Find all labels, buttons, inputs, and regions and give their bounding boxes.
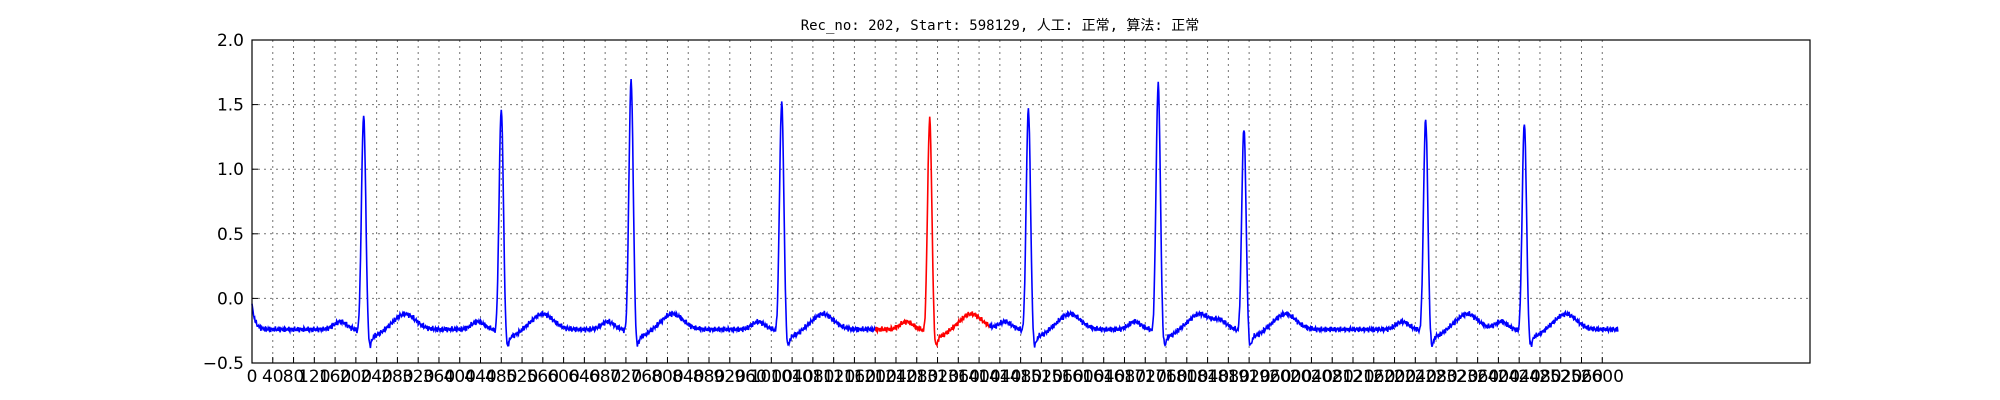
x-tick-label: 2240 [1394, 367, 1437, 387]
x-tick-label: 600 [547, 367, 579, 387]
ecg-line-segment [251, 78, 876, 349]
x-tick-label: 720 [610, 367, 642, 387]
x-tick-label: 40 [262, 367, 284, 387]
ecg-signal [251, 78, 1619, 349]
x-tick-label: 1160 [833, 367, 876, 387]
x-tick-label: 2440 [1498, 367, 1541, 387]
x-tick-label: 760 [630, 367, 662, 387]
ecg-line-segment [988, 81, 1619, 348]
x-tick-label: 1280 [895, 367, 938, 387]
x-tick-label: 1720 [1124, 367, 1167, 387]
x-tick-label: 1680 [1103, 367, 1146, 387]
x-tick-label: 1440 [978, 367, 1021, 387]
x-tick-label: 2120 [1331, 367, 1374, 387]
y-tick-label: 1.0 [217, 160, 244, 180]
x-tick-label: 360 [423, 367, 455, 387]
x-tick-label: 2520 [1539, 367, 1582, 387]
x-tick-label: 1600 [1061, 367, 1104, 387]
x-tick-label: 1560 [1041, 367, 1084, 387]
x-tick-label: 2160 [1352, 367, 1395, 387]
x-tick-label: 1400 [957, 367, 1000, 387]
plot-frame [251, 39, 1811, 364]
x-tick-label: 2600 [1581, 367, 1624, 387]
x-tick-label: 2280 [1414, 367, 1457, 387]
x-tick-label: 1480 [999, 367, 1042, 387]
x-tick-label: 160 [319, 367, 351, 387]
x-tick-label: 1040 [770, 367, 813, 387]
x-tick-label: 0 [247, 367, 258, 387]
x-tick-label: 920 [714, 367, 746, 387]
ecg-line-highlighted [874, 116, 991, 349]
x-tick-label: 840 [672, 367, 704, 387]
x-tick-label: 2000 [1269, 367, 1312, 387]
x-tick-label: 120 [298, 367, 330, 387]
x-tick-label: 1520 [1020, 367, 1063, 387]
x-tick-label: 1760 [1144, 367, 1187, 387]
x-tick-label: 1000 [750, 367, 793, 387]
x-tick-label: 1960 [1248, 367, 1291, 387]
x-tick-label: 680 [589, 367, 621, 387]
y-tick-label: −0.5 [203, 354, 244, 374]
x-tick-label: 2200 [1373, 367, 1416, 387]
y-tick-label: 0.0 [217, 289, 244, 309]
x-tick-label: 1080 [791, 367, 834, 387]
x-tick-label: 2400 [1477, 367, 1520, 387]
x-tick-label: 640 [568, 367, 600, 387]
x-tick-label: 800 [651, 367, 683, 387]
y-tick-label: 0.5 [217, 225, 244, 245]
x-tick-label: 2320 [1435, 367, 1478, 387]
x-tick-label: 240 [360, 367, 392, 387]
x-tick-label: 320 [402, 367, 434, 387]
x-tick-label: 1640 [1082, 367, 1125, 387]
x-tick-label: 1840 [1186, 367, 1229, 387]
x-tick-label: 200 [340, 367, 372, 387]
x-tick-label: 2360 [1456, 367, 1499, 387]
x-tick-label: 880 [693, 367, 725, 387]
x-tick-label: 1360 [937, 367, 980, 387]
y-tick-label: 1.5 [217, 96, 244, 116]
x-tick-label: 2560 [1560, 367, 1603, 387]
x-tick-label: 1120 [812, 367, 855, 387]
x-tick-label: 1240 [874, 367, 917, 387]
x-tick-label: 960 [734, 367, 766, 387]
chart-title: Rec_no: 202, Start: 598129, 人工: 正常, 算法: … [801, 18, 1200, 34]
x-axis-ticks: 0 40 8012016020024028032036040044048052056… [247, 357, 1624, 387]
x-tick-label: 1320 [916, 367, 959, 387]
x-tick-label: 520 [506, 367, 538, 387]
x-tick-label: 1920 [1227, 367, 1270, 387]
x-tick-label: 400 [444, 367, 476, 387]
x-tick-label: 80 [283, 367, 305, 387]
grid-lines [252, 40, 1810, 363]
x-tick-label: 440 [464, 367, 496, 387]
x-tick-label: 480 [485, 367, 517, 387]
x-tick-label: 2040 [1290, 367, 1333, 387]
y-axis-ticks: 2.0 1.5 1.0 0.5 0.0 −0.5 [203, 31, 258, 374]
x-tick-label: 2080 [1311, 367, 1354, 387]
x-tick-label: 2480 [1518, 367, 1561, 387]
y-tick-label: 2.0 [217, 31, 244, 51]
x-tick-label: 1880 [1207, 367, 1250, 387]
x-tick-label: 560 [527, 367, 559, 387]
x-tick-label: 280 [381, 367, 413, 387]
x-tick-label: 1200 [854, 367, 897, 387]
x-tick-label: 1800 [1165, 367, 1208, 387]
